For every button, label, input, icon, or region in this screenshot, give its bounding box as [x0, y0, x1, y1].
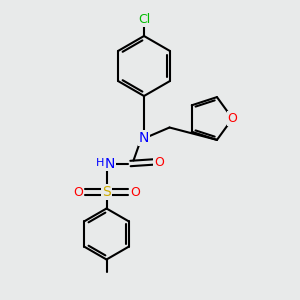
- Text: S: S: [102, 185, 111, 199]
- Text: H: H: [96, 158, 104, 169]
- Text: O: O: [228, 112, 237, 125]
- Text: O: O: [130, 185, 140, 199]
- Text: N: N: [139, 131, 149, 145]
- Text: N: N: [105, 157, 115, 170]
- Text: Cl: Cl: [138, 13, 150, 26]
- Text: O: O: [74, 185, 83, 199]
- Text: O: O: [154, 155, 164, 169]
